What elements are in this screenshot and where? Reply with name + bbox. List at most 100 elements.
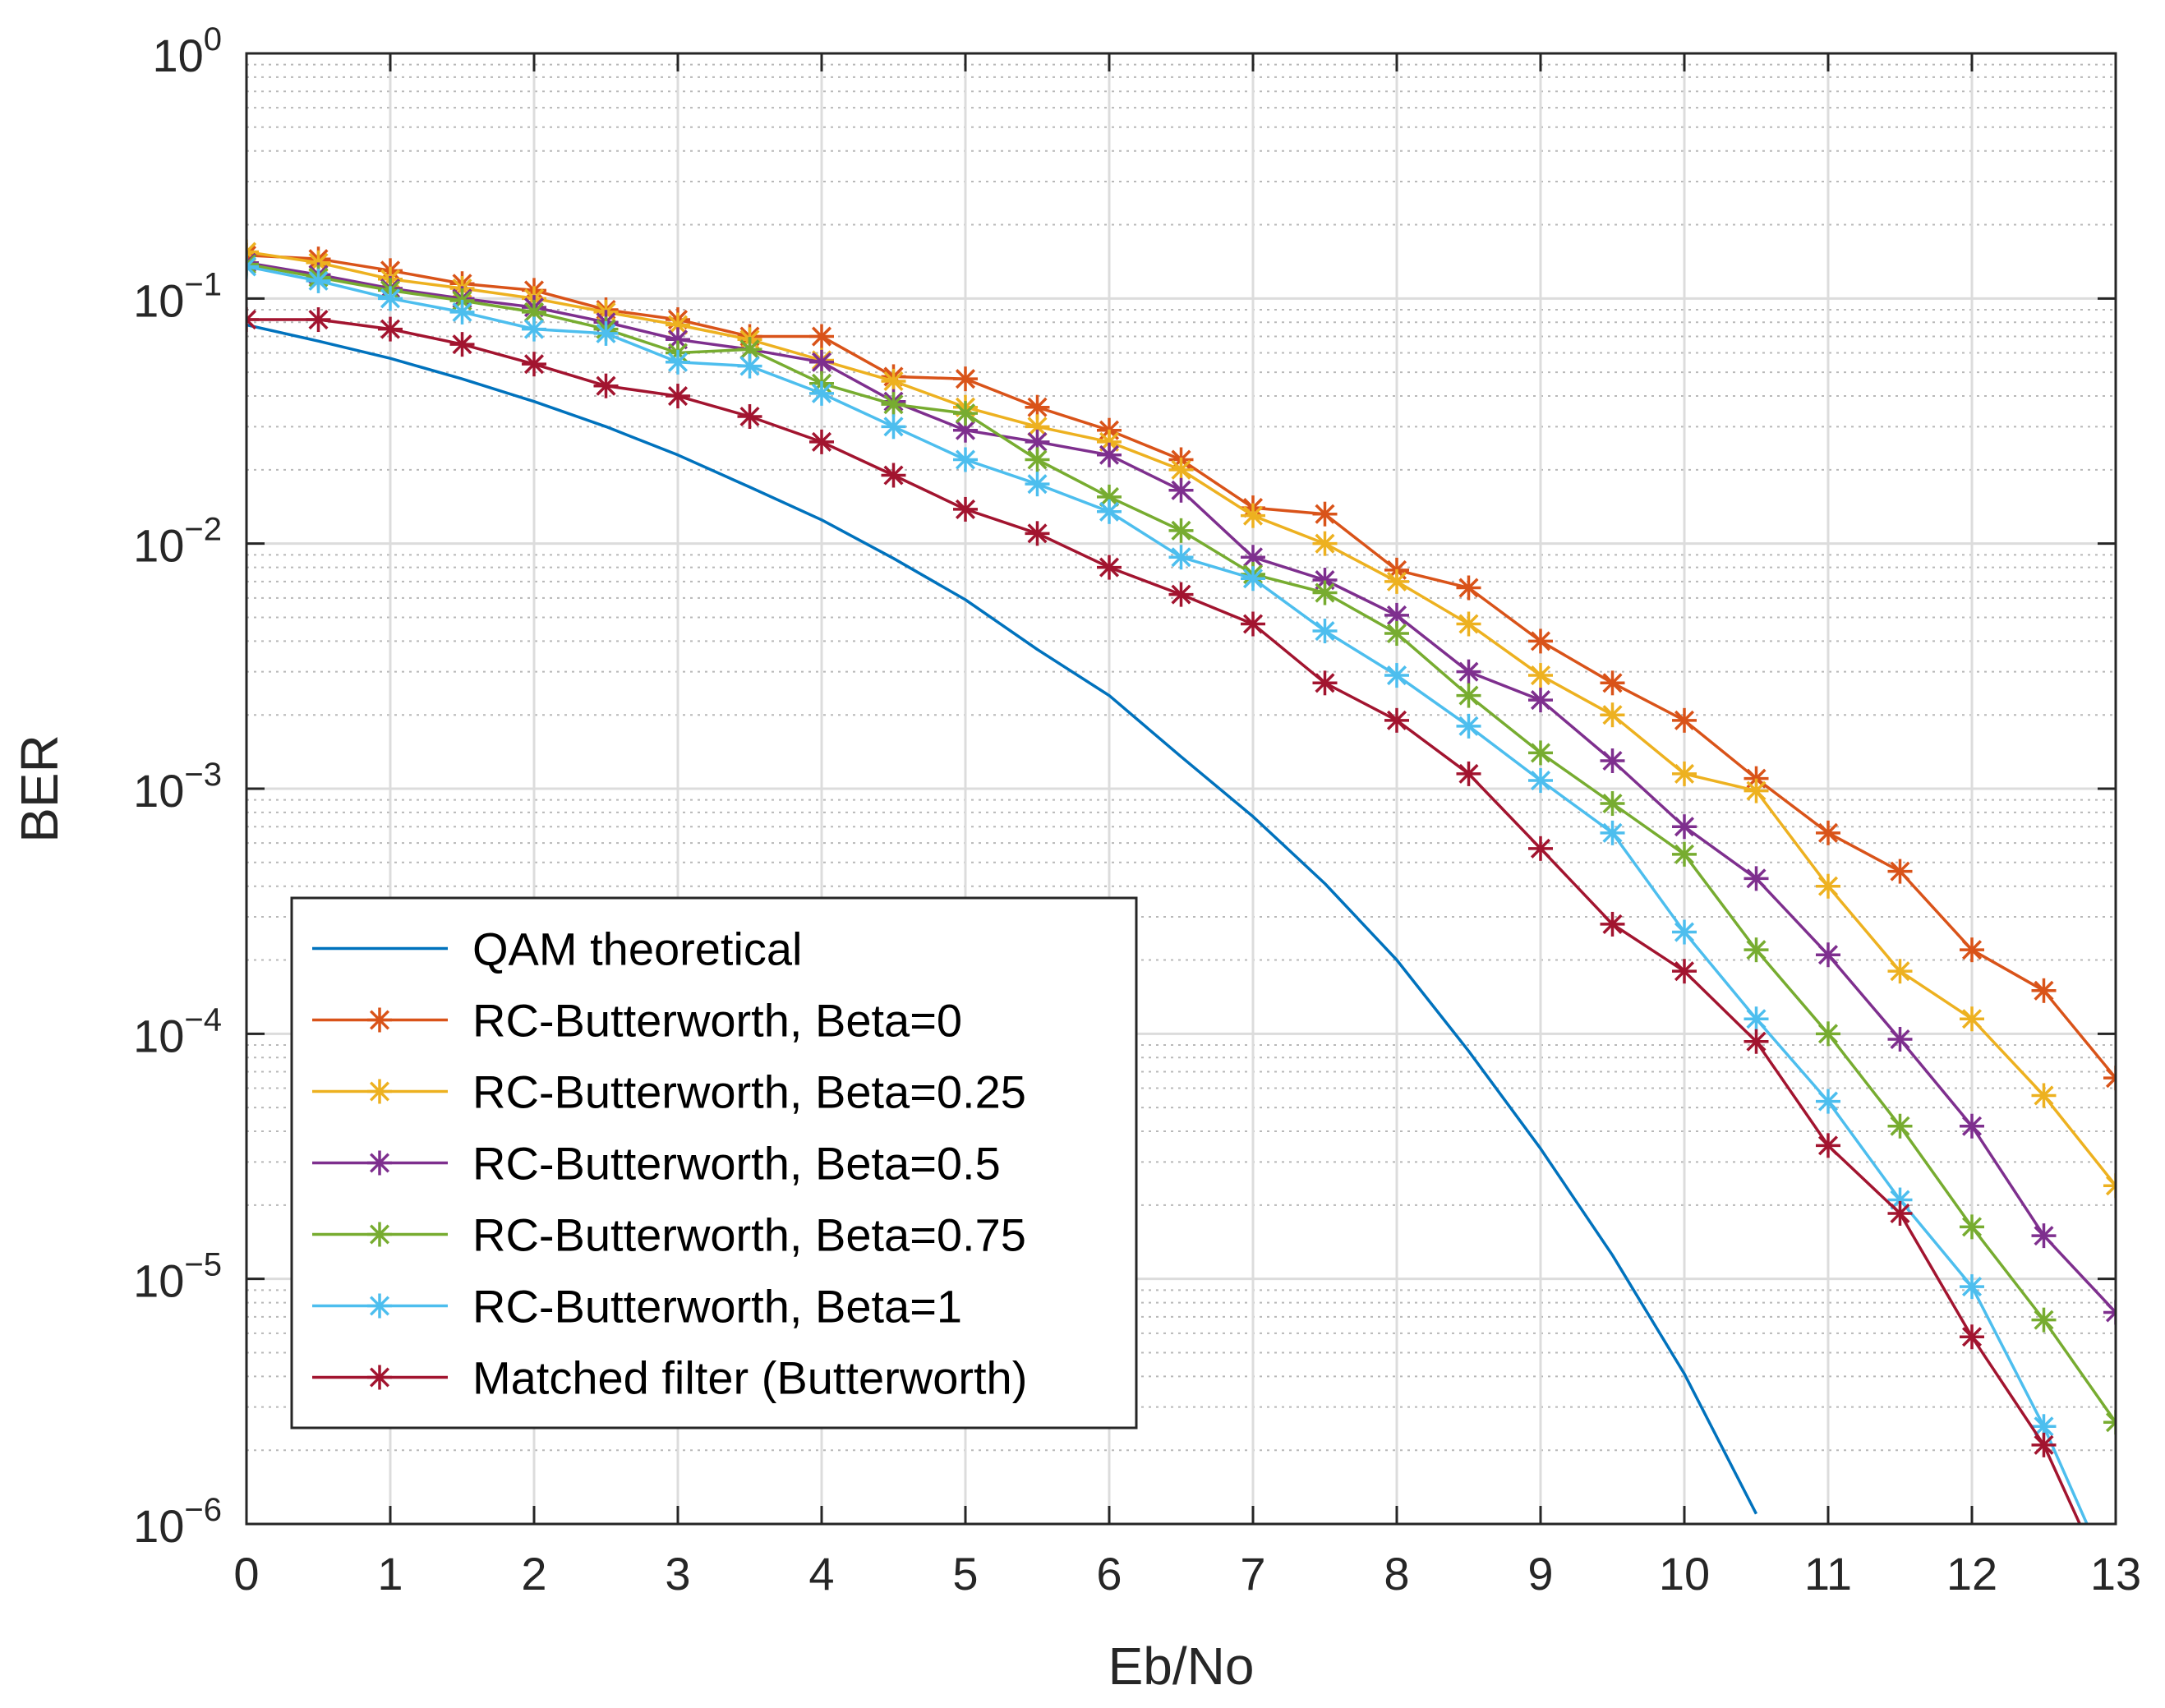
data-point — [246, 251, 259, 277]
star-marker-stroke — [1674, 817, 1695, 837]
star-marker-stroke — [523, 302, 545, 322]
data-point — [522, 316, 546, 342]
star-marker-stroke — [1171, 547, 1191, 568]
data-point — [1025, 472, 1050, 497]
legend-item: RC-Butterworth, Beta=0.5 — [312, 1138, 1001, 1190]
data-point — [1528, 628, 1553, 654]
star-marker-stroke — [1530, 690, 1551, 711]
x-tick-label: 12 — [1946, 1548, 1997, 1600]
data-point — [1816, 873, 1840, 899]
x-tick-label: 6 — [1096, 1548, 1122, 1600]
x-tick-label: 4 — [808, 1548, 834, 1600]
data-point — [306, 268, 331, 293]
star-marker-stroke — [667, 386, 689, 407]
star-marker-stroke — [1746, 868, 1767, 889]
star-marker-stroke — [667, 315, 689, 335]
data-point — [1312, 580, 1338, 605]
data-point — [2031, 1307, 2057, 1333]
star-marker-stroke — [1674, 922, 1695, 942]
star-marker-stroke — [369, 1224, 390, 1245]
y-tick-label: 10−5 — [133, 1247, 222, 1307]
star-marker-stroke — [883, 417, 904, 437]
star-marker-stroke — [369, 1081, 390, 1102]
data-point — [1816, 820, 1840, 845]
y-tick-label: 10−6 — [133, 1492, 222, 1552]
star-marker-stroke — [1674, 961, 1695, 982]
star-marker-stroke — [1242, 614, 1264, 634]
star-marker-stroke — [246, 245, 257, 258]
data-point — [1025, 394, 1050, 420]
data-point — [1744, 937, 1769, 963]
star-marker-stroke — [1602, 673, 1623, 693]
star-marker-stroke — [2034, 1085, 2054, 1106]
star-marker-stroke — [1530, 838, 1551, 859]
star-marker-stroke — [811, 431, 832, 452]
star-marker-stroke — [1458, 578, 1479, 598]
legend-item: RC-Butterworth, Beta=1 — [312, 1281, 962, 1333]
data-point — [1960, 1006, 1984, 1032]
y-tick-exponent: −2 — [184, 512, 222, 548]
data-point — [1168, 518, 1194, 543]
data-point — [1312, 619, 1338, 644]
star-marker-stroke — [1315, 620, 1335, 642]
star-marker-stroke — [2105, 1176, 2116, 1188]
data-point — [1672, 919, 1697, 945]
y-tick-base: 10 — [133, 1010, 184, 1061]
star-marker-stroke — [1386, 710, 1407, 730]
star-marker-stroke — [1315, 582, 1335, 603]
data-point — [1600, 670, 1625, 696]
star-marker-stroke — [1530, 665, 1551, 686]
star-marker-stroke — [523, 354, 545, 375]
data-point — [246, 254, 259, 279]
y-tick-exponent: 0 — [204, 21, 222, 58]
data-point — [953, 366, 978, 392]
legend-label: RC-Butterworth, Beta=1 — [472, 1281, 962, 1333]
data-point — [1816, 1021, 1840, 1047]
y-tick-base: 10 — [133, 1500, 184, 1552]
star-marker-stroke — [2105, 1310, 2116, 1323]
star-marker-stroke — [1961, 940, 1983, 960]
star-marker-stroke — [1602, 705, 1623, 725]
legend-label: RC-Butterworth, Beta=0.25 — [472, 1066, 1026, 1118]
star-marker-stroke — [1530, 770, 1551, 791]
star-marker-stroke — [955, 420, 976, 440]
data-point — [1025, 447, 1050, 472]
data-point — [1241, 566, 1265, 592]
y-axis-label: BER — [10, 734, 69, 843]
x-tick-label: 1 — [377, 1548, 403, 1600]
star-marker-stroke — [1242, 547, 1264, 568]
star-marker-stroke — [1817, 1091, 1839, 1112]
data-point — [1168, 477, 1194, 503]
data-point — [1528, 740, 1553, 766]
x-tick-label: 2 — [521, 1548, 546, 1600]
x-tick-label: 3 — [665, 1548, 690, 1600]
data-point — [1456, 683, 1481, 708]
data-point — [1097, 442, 1122, 467]
legend-marker — [367, 1007, 392, 1033]
data-point — [306, 307, 331, 333]
series-layer — [246, 239, 2116, 1524]
data-point — [1887, 959, 1913, 984]
star-marker-stroke — [1674, 763, 1695, 784]
star-marker-stroke — [1890, 1203, 1910, 1223]
star-marker-stroke — [1817, 822, 1839, 843]
star-marker-stroke — [369, 1367, 390, 1388]
star-marker-stroke — [1242, 569, 1264, 589]
star-marker-stroke — [1027, 474, 1048, 495]
star-marker-stroke — [1530, 631, 1551, 651]
data-point — [1672, 841, 1697, 867]
star-marker-stroke — [1602, 914, 1623, 934]
star-marker-stroke — [523, 319, 545, 339]
legend-item: RC-Butterworth, Beta=0.25 — [312, 1066, 1026, 1118]
data-point — [1097, 484, 1122, 509]
star-marker-stroke — [1386, 623, 1407, 644]
x-tick-label: 5 — [952, 1548, 978, 1600]
data-point — [666, 384, 690, 409]
star-marker-stroke — [1171, 520, 1191, 541]
star-marker-stroke — [1458, 661, 1479, 682]
star-marker-stroke — [1099, 501, 1120, 522]
data-point — [953, 447, 978, 472]
data-point — [378, 286, 403, 311]
data-point — [1744, 1006, 1769, 1032]
star-marker-stroke — [739, 406, 760, 427]
